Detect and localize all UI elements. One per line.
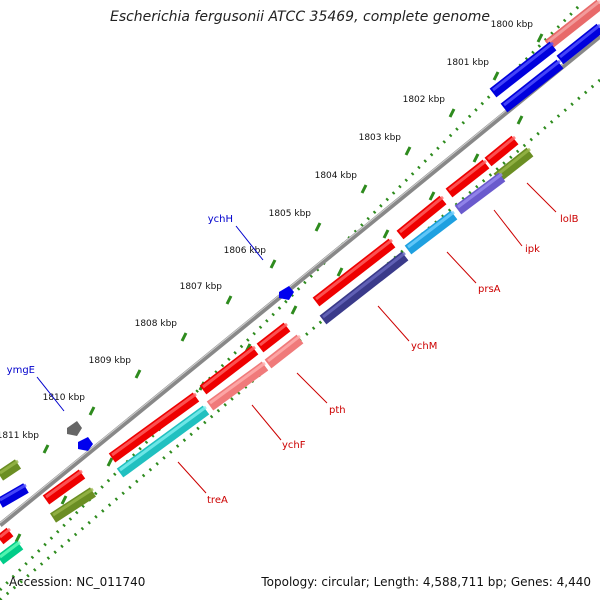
gene-feature-ipk-purple — [454, 172, 506, 215]
gene-features — [0, 0, 600, 565]
gene-feature-blue-3 — [500, 59, 564, 113]
tick-label: 1802 kbp — [403, 95, 446, 105]
tick-label: 1801 kbp — [447, 58, 490, 68]
accession-text: Accession: NC_011740 — [9, 575, 146, 589]
gene-feature-pink — [264, 334, 304, 369]
gene-feature-red — [396, 195, 447, 240]
gene-feature-red — [108, 392, 200, 463]
tick-label: 1810 kbp — [43, 393, 86, 403]
gene-labels: lolB ipk prsA ychM pth ychF treA ychH ymgE — [7, 214, 579, 506]
gene-feature-green — [0, 540, 24, 565]
gene-feature-red — [42, 469, 86, 505]
tick-label: 1809 kbp — [89, 356, 132, 366]
gene-label-ychm[interactable]: ychM — [411, 341, 437, 352]
tick-mark — [88, 406, 96, 416]
gray-feature — [67, 421, 82, 436]
gene-label-pth[interactable]: pth — [329, 405, 346, 416]
backbone-line — [0, 34, 600, 527]
ymgE-feature — [78, 437, 93, 451]
gene-feature-olive — [50, 487, 96, 523]
inner-tick-mark — [428, 191, 436, 201]
gene-feature-ychM-red — [312, 238, 396, 307]
tick-mark — [180, 332, 188, 342]
tick-mark — [536, 33, 544, 43]
gene-label-ychh[interactable]: ychH — [208, 214, 233, 225]
gene-leader-line — [493, 209, 523, 247]
inner-tick-mark — [106, 457, 114, 467]
gene-feature-treA-teal — [116, 405, 210, 478]
tick-label: 1803 kbp — [359, 133, 402, 143]
tick-label: 1806 kbp — [224, 246, 267, 256]
gene-feature-olive — [493, 147, 534, 183]
gene-label-ychf[interactable]: ychF — [282, 440, 306, 451]
backbone-highlight — [0, 33, 600, 524]
gene-feature-red — [445, 159, 490, 198]
inner-tick-mark — [290, 305, 298, 315]
gene-leader-line — [446, 251, 477, 284]
gene-feature-ychM-navy — [319, 251, 409, 325]
gene-feature-red — [0, 527, 14, 545]
inner-tick-mark — [516, 115, 524, 125]
tick-label: 1807 kbp — [180, 282, 223, 292]
tick-label: 1800 kbp — [491, 20, 534, 30]
gene-feature-olive — [0, 459, 22, 481]
inner-tick-mark — [382, 229, 390, 239]
tick-mark — [225, 295, 233, 305]
ychH-feature — [279, 286, 294, 300]
gene-leader-line — [177, 461, 207, 494]
inner-tick-mark — [472, 153, 480, 163]
gene-label-lolb[interactable]: lolB — [560, 214, 579, 225]
tick-mark — [360, 184, 368, 194]
tick-mark — [134, 369, 142, 379]
gene-leader-line — [526, 182, 557, 213]
gene-feature-blue-1 — [489, 41, 557, 98]
tick-label: 1804 kbp — [315, 171, 358, 181]
gene-leader-line — [36, 376, 65, 412]
tick-mark — [404, 146, 412, 156]
gene-feature-blue — [0, 483, 29, 508]
genome-title: Escherichia fergusonii ATCC 35469, compl… — [109, 9, 491, 25]
tick-mark — [448, 108, 456, 118]
topology-summary: Topology: circular; Length: 4,588,711 bp… — [261, 575, 591, 589]
gene-leader-line — [251, 404, 282, 441]
tick-mark — [269, 259, 277, 269]
gene-label-prsa[interactable]: prsA — [478, 284, 501, 295]
tick-label: 1808 kbp — [135, 319, 178, 329]
gene-leader-line — [377, 305, 410, 342]
tick-marks: 1800 kbp 1801 kbp 1802 kbp 1803 kbp 1804 kbp… — [0, 20, 544, 543]
gene-feature-top-pink — [544, 0, 600, 50]
tick-label: 1805 kbp — [269, 209, 312, 219]
gene-leader-line — [296, 372, 328, 404]
gene-feature-red — [484, 135, 519, 167]
gene-feature-red — [199, 345, 259, 395]
tick-mark — [314, 222, 322, 232]
tick-mark — [42, 444, 50, 454]
gene-feature-prsA-cyan — [404, 210, 458, 255]
gene-feature-red — [256, 322, 291, 353]
gene-label-ipk[interactable]: ipk — [525, 244, 540, 255]
gene-label-trea[interactable]: treA — [207, 495, 228, 506]
gene-leader-line — [235, 225, 264, 261]
inner-tick-mark — [336, 267, 344, 277]
tick-label: 1811 kbp — [0, 431, 39, 441]
gene-label-ymge[interactable]: ymgE — [7, 365, 35, 376]
inner-tick-mark — [60, 495, 68, 505]
label-leaders — [36, 182, 557, 494]
gene-feature-blue-2 — [556, 23, 600, 65]
gene-feature-pink — [206, 361, 269, 411]
tick-mark — [492, 71, 500, 81]
